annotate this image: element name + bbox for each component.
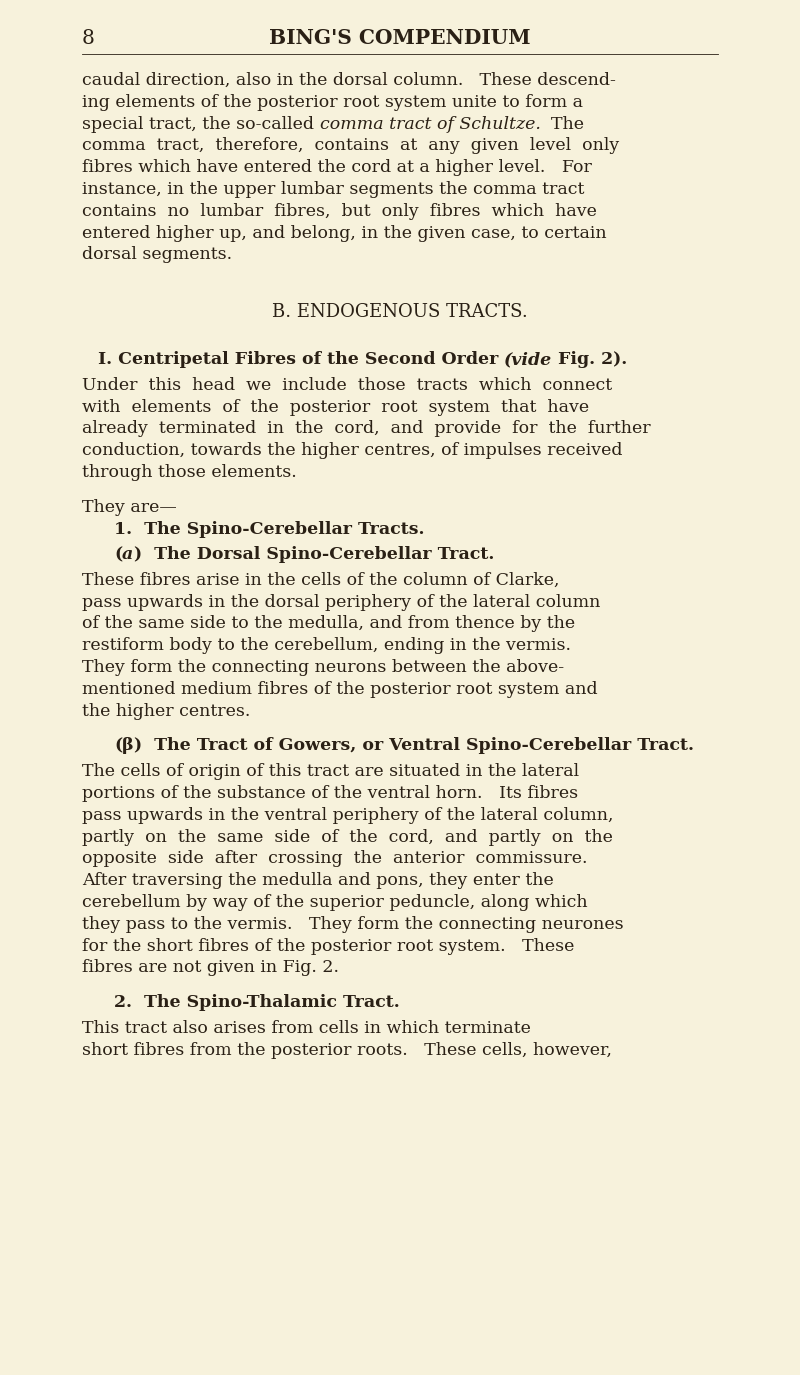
Text: )  The Dorsal Spino-Cerebellar Tract.: ) The Dorsal Spino-Cerebellar Tract. xyxy=(134,546,494,564)
Text: β: β xyxy=(122,737,134,755)
Text: with  elements  of  the  posterior  root  system  that  have: with elements of the posterior root syst… xyxy=(82,399,589,415)
Text: They form the connecting neurons between the above-: They form the connecting neurons between… xyxy=(82,659,564,676)
Text: for the short fibres of the posterior root system.   These: for the short fibres of the posterior ro… xyxy=(82,938,574,954)
Text: already  terminated  in  the  cord,  and  provide  for  the  further: already terminated in the cord, and prov… xyxy=(82,421,650,437)
Text: cerebellum by way of the superior peduncle, along which: cerebellum by way of the superior pedunc… xyxy=(82,894,588,912)
Text: )  The Tract of Gowers, or Ventral Spino-Cerebellar Tract.: ) The Tract of Gowers, or Ventral Spino-… xyxy=(134,737,694,755)
Text: 2.  The Spino-Thalamic Tract.: 2. The Spino-Thalamic Tract. xyxy=(114,994,400,1011)
Text: (: ( xyxy=(114,546,122,564)
Text: through those elements.: through those elements. xyxy=(82,463,297,481)
Text: portions of the substance of the ventral horn.   Its fibres: portions of the substance of the ventral… xyxy=(82,785,578,802)
Text: special tract, the so-called: special tract, the so-called xyxy=(82,116,319,132)
Text: opposite  side  after  crossing  the  anterior  commissure.: opposite side after crossing the anterio… xyxy=(82,850,587,868)
Text: After traversing the medulla and pons, they enter the: After traversing the medulla and pons, t… xyxy=(82,872,554,890)
Text: the higher centres.: the higher centres. xyxy=(82,703,250,719)
Text: 1.  The Spino-Cerebellar Tracts.: 1. The Spino-Cerebellar Tracts. xyxy=(114,521,425,538)
Text: I. Centripetal Fibres of the Second Order: I. Centripetal Fibres of the Second Orde… xyxy=(98,351,504,368)
Text: (: ( xyxy=(114,737,122,755)
Text: mentioned medium fibres of the posterior root system and: mentioned medium fibres of the posterior… xyxy=(82,681,598,698)
Text: fibres which have entered the cord at a higher level.   For: fibres which have entered the cord at a … xyxy=(82,160,592,176)
Text: conduction, towards the higher centres, of impulses received: conduction, towards the higher centres, … xyxy=(82,443,622,459)
Text: short fibres from the posterior roots.   These cells, however,: short fibres from the posterior roots. T… xyxy=(82,1042,612,1059)
Text: restiform body to the cerebellum, ending in the vermis.: restiform body to the cerebellum, ending… xyxy=(82,637,571,654)
Text: (vide: (vide xyxy=(504,351,553,368)
Text: entered higher up, and belong, in the given case, to certain: entered higher up, and belong, in the gi… xyxy=(82,224,606,242)
Text: a: a xyxy=(122,546,134,564)
Text: partly  on  the  same  side  of  the  cord,  and  partly  on  the: partly on the same side of the cord, and… xyxy=(82,829,613,846)
Text: Under  this  head  we  include  those  tracts  which  connect: Under this head we include those tracts … xyxy=(82,377,612,393)
Text: they pass to the vermis.   They form the connecting neurones: they pass to the vermis. They form the c… xyxy=(82,916,624,932)
Text: caudal direction, also in the dorsal column.: caudal direction, also in the dorsal col… xyxy=(82,72,463,89)
Text: BING'S COMPENDIUM: BING'S COMPENDIUM xyxy=(269,28,531,48)
Text: pass upwards in the ventral periphery of the lateral column,: pass upwards in the ventral periphery of… xyxy=(82,807,614,824)
Text: fibres are not given in Fig. 2.: fibres are not given in Fig. 2. xyxy=(82,960,339,976)
Text: ing elements of the posterior root system unite to form a: ing elements of the posterior root syste… xyxy=(82,94,583,111)
Text: of the same side to the medulla, and from thence by the: of the same side to the medulla, and fro… xyxy=(82,616,575,632)
Text: The: The xyxy=(540,116,584,132)
Text: instance, in the upper lumbar segments the comma tract: instance, in the upper lumbar segments t… xyxy=(82,182,584,198)
Text: comma  tract,  therefore,  contains  at  any  given  level  only: comma tract, therefore, contains at any … xyxy=(82,138,619,154)
Text: They are—: They are— xyxy=(82,499,177,516)
Text: 8: 8 xyxy=(82,29,95,48)
Text: B. ENDOGENOUS TRACTS.: B. ENDOGENOUS TRACTS. xyxy=(272,304,528,322)
Text: These descend-: These descend- xyxy=(463,72,616,89)
Text: The cells of origin of this tract are situated in the lateral: The cells of origin of this tract are si… xyxy=(82,763,579,780)
Text: contains  no  lumbar  fibres,  but  only  fibres  which  have: contains no lumbar fibres, but only fibr… xyxy=(82,202,597,220)
Text: These fibres arise in the cells of the column of Clarke,: These fibres arise in the cells of the c… xyxy=(82,572,559,588)
Text: This tract also arises from cells in which terminate: This tract also arises from cells in whi… xyxy=(82,1020,531,1037)
Text: pass upwards in the dorsal periphery of the lateral column: pass upwards in the dorsal periphery of … xyxy=(82,594,600,610)
Text: dorsal segments.: dorsal segments. xyxy=(82,246,232,264)
Text: Fig. 2).: Fig. 2). xyxy=(553,351,628,368)
Text: comma tract of Schultze.: comma tract of Schultze. xyxy=(319,116,540,132)
